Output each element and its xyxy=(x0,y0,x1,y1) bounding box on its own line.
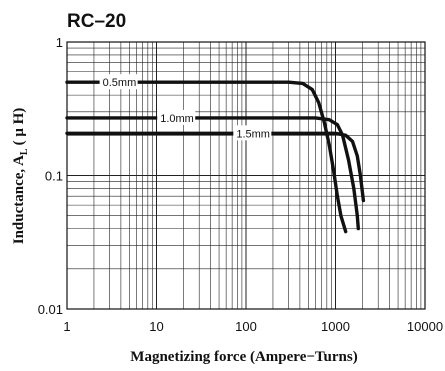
y-axis-label-subscript: L xyxy=(19,148,30,155)
series-line xyxy=(65,80,348,234)
x-tick-label: 1 xyxy=(63,319,70,334)
y-tick-label: 1 xyxy=(56,35,63,50)
series-label: 0.5mm xyxy=(103,77,137,89)
x-tick-label: 10 xyxy=(149,319,163,334)
x-tick-label: 10000 xyxy=(407,319,443,334)
grid xyxy=(67,42,425,309)
y-tick-label: 0.1 xyxy=(45,169,63,184)
series-label-background xyxy=(99,74,138,90)
y-tick-label: 0.01 xyxy=(38,302,63,317)
series-line xyxy=(65,131,366,203)
series-label-background xyxy=(233,125,272,141)
plot-frame xyxy=(66,41,426,310)
series-label: 1.0mm xyxy=(160,113,194,125)
x-tick-label: 100 xyxy=(235,319,257,334)
y-tick-labels: 0.01 0.1 1 xyxy=(38,35,63,317)
x-tick-label: 1000 xyxy=(321,319,350,334)
series-label-background xyxy=(157,109,196,125)
series-line xyxy=(65,116,360,231)
x-tick-labels: 1 10 100 1000 10000 xyxy=(63,319,443,334)
series-group xyxy=(65,80,366,234)
y-axis-label: Inductance, AL ( μ H) xyxy=(11,108,30,245)
chart-title: RC–20 xyxy=(67,11,126,32)
y-axis-label-unit: ( μ H) xyxy=(11,108,27,146)
y-axis-label-main: Inductance, A xyxy=(11,155,27,244)
series-label: 1.5mm xyxy=(236,128,270,140)
x-axis-label: Magnetizing force (Ampere−Turns) xyxy=(130,349,357,365)
series-label-group: 0.5mm 1.0mm 1.5mm xyxy=(99,74,272,141)
